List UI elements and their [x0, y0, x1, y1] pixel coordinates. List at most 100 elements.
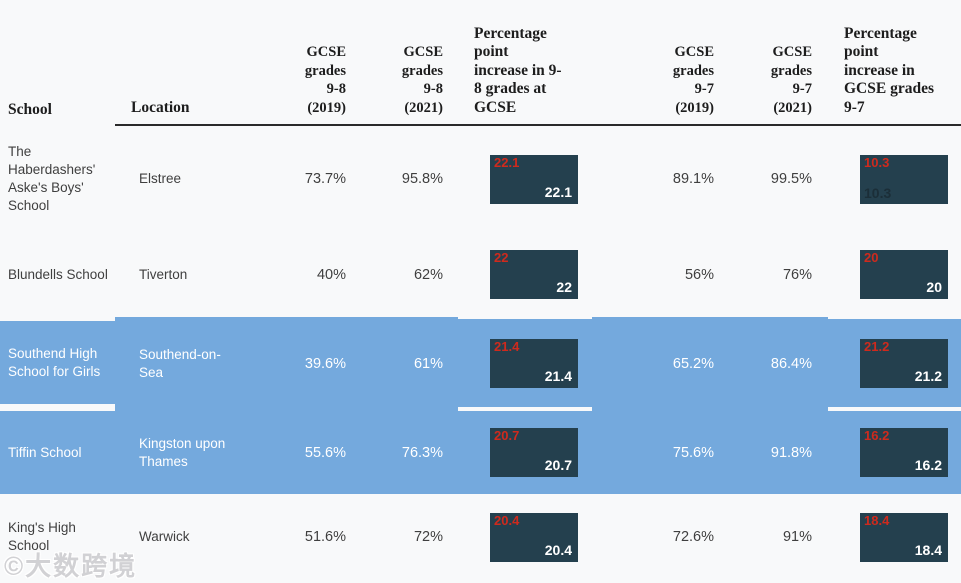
cell-g8_2019: 55.6%	[240, 411, 352, 494]
cell-g7_2021: 91%	[720, 494, 828, 580]
value-text: 99.5%	[770, 171, 812, 187]
cell-inc8-bar: 21.4 21.4	[458, 317, 592, 411]
bar-value-label: 21.2	[914, 367, 942, 384]
cell-location: Kingston upon Thames	[115, 411, 240, 494]
cell-g8_2019: 51.6%	[240, 494, 352, 580]
cell-inc8-bar: 22 22	[458, 232, 592, 317]
increase-bar: 20.7 20.7	[490, 428, 578, 477]
location-name: Elstree	[139, 171, 182, 186]
increase-bar: 21.2 21.2	[860, 338, 948, 388]
value-text: 76%	[782, 266, 812, 283]
location-name: Tiverton	[139, 266, 188, 282]
location-name: Warwick	[139, 529, 190, 544]
cell-inc7-bar: 16.2 16.2	[828, 411, 961, 494]
increase-bar: 20 20	[860, 250, 948, 299]
column-header-g8_2021: GCSE grades 9-8 (2021)	[352, 0, 458, 126]
bar-value-label: 21.4	[544, 367, 572, 384]
cell-inc7-bar: 21.2 21.2	[828, 317, 961, 411]
bar-value-label: 16.2	[914, 457, 942, 473]
cell-g7_2021: 91.8%	[720, 411, 828, 494]
bar-value-label: 10.3	[864, 184, 892, 201]
cell-school: Southend High School for Girls	[0, 317, 115, 411]
value-text: 62%	[413, 266, 443, 283]
school-name: The Haberdashers' Aske's Boys' School	[8, 144, 96, 213]
value-text: 73.7%	[304, 171, 346, 187]
value-text: 75.6%	[672, 444, 714, 461]
increase-bar: 22.1 22.1	[490, 154, 578, 204]
increase-bar: 10.3 10.3	[860, 154, 948, 204]
cell-g8_2021: 76.3%	[352, 411, 458, 494]
increase-bar: 20.4 20.4	[490, 512, 578, 562]
increase-bar: 16.2 16.2	[860, 428, 948, 477]
value-text: 40%	[316, 266, 346, 283]
cell-g7_2019: 56%	[592, 232, 720, 317]
bar-value-label-red: 20	[864, 250, 879, 265]
cell-g8_2021: 72%	[352, 494, 458, 580]
value-text: 65.2%	[672, 356, 714, 372]
cell-inc7-bar: 20 20	[828, 232, 961, 317]
location-name: Southend-on-Sea	[139, 347, 221, 380]
bar-value-label: 18.4	[914, 541, 942, 558]
bar-value-label: 22.1	[544, 183, 572, 200]
bar-value-label-red: 21.2	[864, 338, 890, 354]
cell-g7_2019: 75.6%	[592, 411, 720, 494]
value-text: 39.6%	[304, 356, 346, 372]
column-header-g8_2019: GCSE grades 9-8 (2019)	[240, 0, 352, 126]
column-header-school: School	[8, 100, 52, 118]
school-name: Southend High School for Girls	[8, 345, 101, 379]
column-header-location: Location	[115, 0, 240, 126]
location-name: Kingston upon Thames	[139, 435, 226, 469]
cell-g8_2021: 61%	[352, 317, 458, 411]
school-name: Blundells School	[8, 266, 108, 282]
cell-g8_2021: 62%	[352, 232, 458, 317]
value-text: 55.6%	[304, 444, 346, 461]
cell-school: The Haberdashers' Aske's Boys' School	[0, 126, 115, 232]
cell-location: Elstree	[115, 126, 240, 232]
value-text: 76.3%	[401, 444, 443, 461]
value-text: 89.1%	[672, 171, 714, 187]
column-header-inc8: Percentage point increase in 9- 8 grades…	[458, 0, 592, 126]
cell-g7_2021: 99.5%	[720, 126, 828, 232]
value-text: 95.8%	[401, 171, 443, 187]
column-header-g7_2021: GCSE grades 9-7 (2021)	[720, 0, 828, 126]
cell-school: King's High School	[0, 494, 115, 580]
bar-value-label-red: 20.7	[494, 428, 520, 443]
column-header-g7_2019: GCSE grades 9-7 (2019)	[592, 0, 720, 126]
cell-inc7-bar: 10.3 10.3	[828, 126, 961, 232]
cell-location: Warwick	[115, 494, 240, 580]
increase-bar: 21.4 21.4	[490, 338, 578, 388]
bar-value-label: 20.7	[544, 457, 572, 473]
bar-value-label-red: 20.4	[494, 512, 520, 528]
bar-value-label-red: 21.4	[494, 338, 520, 354]
cell-g8_2019: 39.6%	[240, 317, 352, 411]
value-text: 91.8%	[770, 444, 812, 461]
bar-value-label: 22	[556, 279, 572, 295]
bar-value-label: 20	[926, 279, 942, 295]
cell-school: Tiffin School	[0, 411, 115, 494]
value-text: 91%	[782, 529, 812, 545]
value-text: 56%	[684, 266, 714, 283]
cell-inc8-bar: 20.7 20.7	[458, 411, 592, 494]
cell-g7_2019: 89.1%	[592, 126, 720, 232]
bar-value-label-red: 22.1	[494, 154, 520, 170]
cell-g8_2019: 73.7%	[240, 126, 352, 232]
bar-value-label-red: 18.4	[864, 512, 890, 528]
bar-value-label-red: 16.2	[864, 428, 890, 443]
cell-location: Tiverton	[115, 232, 240, 317]
value-text: 61%	[413, 356, 443, 372]
cell-g7_2019: 65.2%	[592, 317, 720, 411]
cell-inc7-bar: 18.4 18.4	[828, 494, 961, 580]
cell-school: Blundells School	[0, 232, 115, 317]
cell-g8_2021: 95.8%	[352, 126, 458, 232]
cell-inc8-bar: 22.1 22.1	[458, 126, 592, 232]
bar-value-label: 20.4	[544, 541, 572, 558]
increase-bar: 18.4 18.4	[860, 512, 948, 562]
value-text: 72%	[413, 529, 443, 545]
cell-g7_2021: 76%	[720, 232, 828, 317]
cell-location: Southend-on-Sea	[115, 317, 240, 411]
column-header-inc7: Percentage point increase in GCSE grades…	[828, 0, 961, 126]
increase-bar: 22 22	[490, 250, 578, 299]
cell-g7_2021: 86.4%	[720, 317, 828, 411]
bar-value-label-red: 10.3	[864, 154, 890, 170]
